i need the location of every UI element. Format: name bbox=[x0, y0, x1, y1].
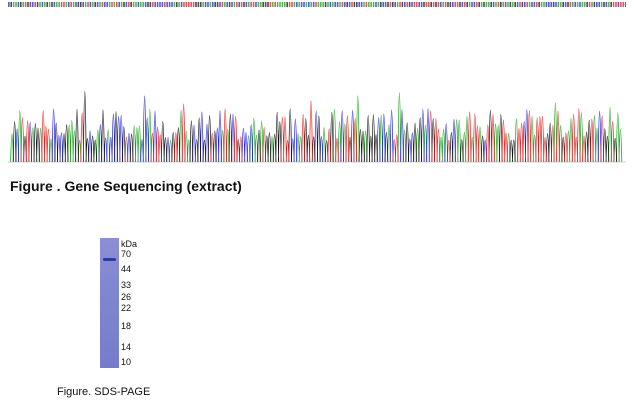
trace-T bbox=[20, 100, 615, 163]
marker-label: 26 bbox=[121, 292, 132, 302]
trace-C bbox=[15, 95, 602, 163]
kda-unit-label: kDa bbox=[121, 239, 138, 249]
marker-label: 14 bbox=[121, 342, 132, 352]
marker-label: 18 bbox=[121, 321, 132, 331]
base-call-strip bbox=[8, 2, 626, 7]
sds-page-gel-lane bbox=[100, 238, 119, 368]
marker-label: 44 bbox=[121, 264, 132, 274]
sds-page-figure-caption: Figure. SDS-PAGE bbox=[57, 386, 151, 398]
marker-label: 22 bbox=[121, 303, 132, 313]
trace-A bbox=[10, 92, 623, 163]
sequencing-figure-caption: Figure . Gene Sequencing (extract) bbox=[10, 178, 242, 194]
marker-label: 33 bbox=[121, 280, 132, 290]
gel-band-70kda bbox=[103, 258, 116, 261]
trace-G bbox=[12, 90, 617, 163]
marker-label: 10 bbox=[121, 357, 132, 367]
sequencing-chromatogram bbox=[8, 2, 626, 163]
marker-label: 70 bbox=[121, 249, 132, 259]
